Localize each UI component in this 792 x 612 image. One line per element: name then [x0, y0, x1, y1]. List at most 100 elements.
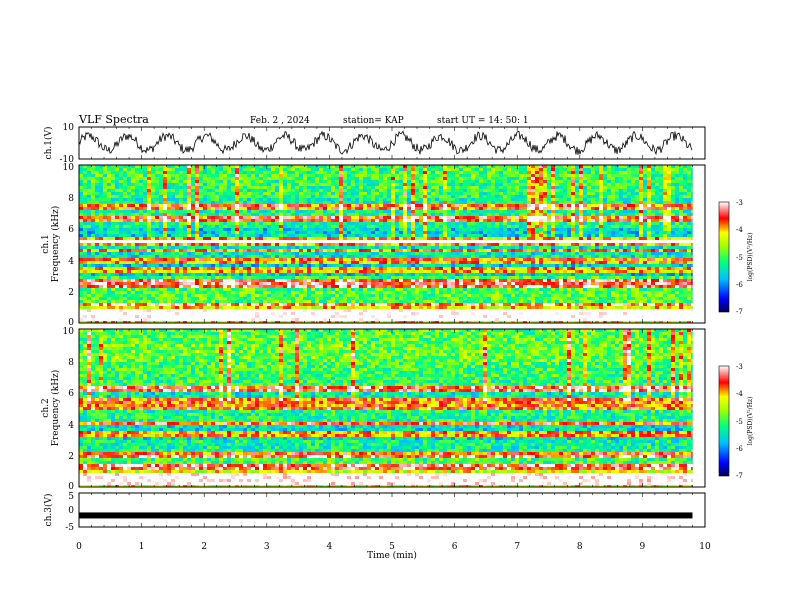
- spectrogram-cell: [619, 225, 624, 229]
- spectrogram-cell: [147, 174, 152, 178]
- spectrogram-cell: [439, 231, 444, 235]
- spectrogram-cell: [255, 246, 260, 250]
- spectrogram-cell: [127, 222, 132, 226]
- spectrogram-cell: [651, 222, 656, 226]
- spectrogram-cell: [691, 252, 693, 256]
- spectrogram-cell: [399, 243, 404, 247]
- spectrogram-cell: [155, 168, 160, 172]
- spectrogram-cell: [307, 207, 312, 211]
- spectrogram-cell: [215, 180, 220, 184]
- spectrogram-cell: [311, 234, 316, 238]
- spectrogram-cell: [135, 207, 140, 211]
- spectrogram-cell: [331, 225, 336, 229]
- spectrogram-cell: [491, 249, 496, 253]
- spectrogram-cell: [479, 174, 484, 178]
- spectrogram-cell: [227, 222, 232, 226]
- spectrogram-cell: [407, 243, 412, 247]
- spectrogram-cell: [419, 225, 424, 229]
- spectrogram-cell: [383, 231, 388, 235]
- spectrogram-cell: [547, 222, 552, 226]
- spectrogram-cell: [551, 255, 556, 259]
- spectrogram-cell: [615, 210, 620, 214]
- spectrogram-cell: [135, 258, 140, 262]
- spectrogram-cell: [479, 252, 484, 256]
- spectrogram-cell: [287, 204, 292, 208]
- spectrogram-cell: [411, 171, 416, 175]
- spectrogram-cell: [567, 249, 572, 253]
- spectrogram-cell: [511, 246, 516, 250]
- spectrogram-cell: [571, 210, 576, 214]
- spectrogram-cell: [263, 177, 268, 181]
- spectrogram-cell: [271, 216, 276, 220]
- spectrogram-cell: [467, 192, 472, 196]
- spectrogram-cell: [159, 210, 164, 214]
- spectrogram-cell: [175, 225, 180, 229]
- spectrogram-cell: [451, 180, 456, 184]
- spectrogram-cell: [259, 228, 264, 232]
- spectrogram-cell: [627, 243, 632, 247]
- spectrogram-cell: [619, 195, 624, 199]
- spectrogram-cell: [563, 174, 568, 178]
- spectrogram-cell: [335, 186, 340, 190]
- spectrogram-cell: [503, 225, 508, 229]
- spectrogram-cell: [279, 204, 284, 208]
- spectrogram-cell: [391, 180, 396, 184]
- spectrogram-cell: [575, 174, 580, 178]
- spectrogram-cell: [103, 204, 108, 208]
- spectrogram-cell: [199, 192, 204, 196]
- spectrogram-cell: [311, 168, 316, 172]
- spectrogram-cell: [467, 186, 472, 190]
- spectrogram-cell: [351, 189, 356, 193]
- spectrogram-cell: [635, 183, 640, 187]
- spectrogram-cell: [503, 258, 508, 262]
- spectrogram-cell: [167, 255, 172, 259]
- spectrogram-cell: [175, 243, 180, 247]
- station-label: station= KAP: [343, 116, 404, 126]
- spectrogram-cell: [595, 225, 600, 229]
- spectrogram-cell: [547, 216, 552, 220]
- spectrogram-cell: [407, 252, 412, 256]
- spectrogram-cell: [687, 171, 692, 175]
- spectrogram-cell: [563, 216, 568, 220]
- spectrogram-cell: [443, 177, 448, 181]
- spectrogram-cell: [279, 168, 284, 172]
- spectrogram-cell: [491, 252, 496, 256]
- spectrogram-cell: [471, 249, 476, 253]
- spectrogram-cell: [199, 195, 204, 199]
- spectrogram-cell: [203, 261, 208, 265]
- spectrogram-cell: [103, 240, 108, 244]
- spectrogram-cell: [159, 234, 164, 238]
- spectrogram-cell: [119, 243, 124, 247]
- spectrogram-cell: [615, 249, 620, 253]
- spectrogram-cell: [187, 207, 192, 211]
- spectrogram-cell: [575, 204, 580, 208]
- spectrogram-cell: [647, 195, 652, 199]
- spectrogram-cell: [251, 204, 256, 208]
- spectrogram-cell: [495, 201, 500, 205]
- spectrogram-cell: [683, 168, 688, 172]
- spectrogram-cell: [207, 213, 212, 217]
- spectrogram-cell: [195, 192, 200, 196]
- spectrogram-cell: [251, 174, 256, 178]
- spectrogram-cell: [379, 216, 384, 220]
- spectrogram-cell: [191, 180, 196, 184]
- spectrogram-cell: [335, 246, 340, 250]
- spectrogram-cell: [611, 177, 616, 181]
- spectrogram-cell: [383, 189, 388, 193]
- spectrogram-cell: [159, 240, 164, 244]
- spectrogram-cell: [131, 183, 136, 187]
- spectrogram-cell: [79, 165, 84, 169]
- spectrogram-cell: [319, 165, 324, 169]
- spectrogram-cell: [247, 225, 252, 229]
- spectrogram-cell: [115, 201, 120, 205]
- spectrogram-cell: [187, 261, 192, 265]
- spectrogram-cell: [131, 189, 136, 193]
- spectrogram-cell: [267, 171, 272, 175]
- ch1-ytick-bottom: -10: [60, 155, 75, 165]
- spectrogram-cell: [387, 204, 392, 208]
- spectrogram-cell: [279, 189, 284, 193]
- spectrogram-cell: [211, 192, 216, 196]
- spectrogram-cell: [131, 171, 136, 175]
- spectrogram-cell: [87, 174, 92, 178]
- spectrogram-cell: [371, 222, 376, 226]
